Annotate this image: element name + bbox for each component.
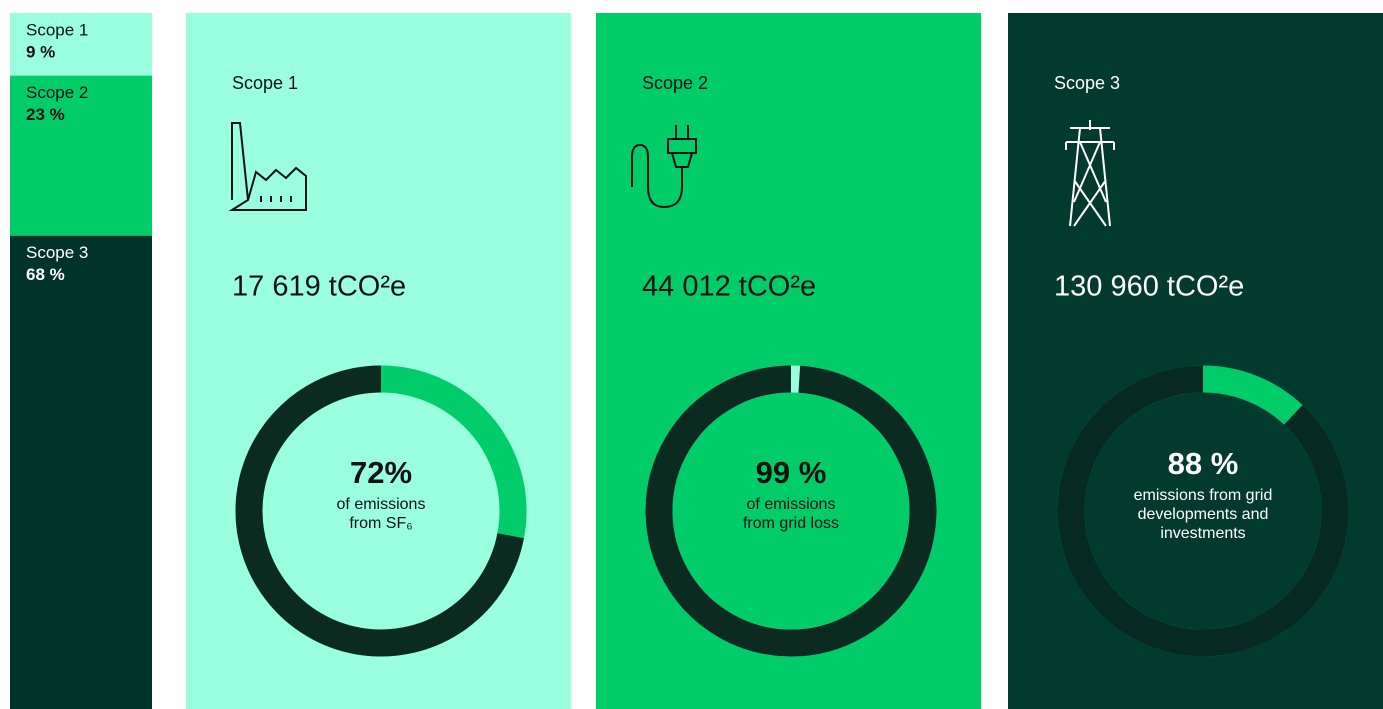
segment-value: 23 % [26,105,65,124]
donut-percent: 88 % [1168,446,1239,481]
card-background [186,13,571,709]
card-background [596,13,981,709]
donut-caption: investments [1160,525,1245,542]
donut-caption: from SF₆ [349,515,412,532]
donut-caption: of emissions [747,496,836,513]
card-title: Scope 3 [1054,73,1120,93]
card: Scope 2 44 012 tCO²e 99 % of emissions from … [596,13,981,709]
donut-caption: from grid loss [743,515,839,532]
card: Scope 3 130 960 tCO²e 88 % emissions from g… [1008,13,1383,709]
donut-caption: emissions from grid [1134,487,1273,504]
card-amount: 17 619 tCO²e [232,271,406,303]
donut-percent: 99 % [756,455,827,490]
card: Scope 1 17 619 tCO²e 72% of emissions from S… [186,13,571,709]
stack-segment [10,13,152,76]
donut-percent: 72% [350,455,412,490]
card-icon [1065,120,1115,227]
segment-label: Scope 3 [26,243,88,262]
donut-arc [235,365,524,657]
card-amount: 130 960 tCO²e [1054,271,1244,303]
card-background [1008,13,1383,709]
donut-caption: developments and [1138,506,1269,523]
donut-arc [1057,365,1349,657]
stack-segment [10,75,152,236]
donut-arc [645,365,937,657]
card-icon [631,125,697,209]
stack-segment [10,235,152,709]
segment-label: Scope 1 [26,20,88,39]
card-amount: 44 012 tCO²e [642,271,816,303]
card-title: Scope 1 [232,73,298,93]
segment-label: Scope 2 [26,83,88,102]
donut-caption: of emissions [337,496,426,513]
segment-value: 68 % [26,265,65,284]
card-icon [228,122,307,211]
segment-value: 9 % [26,42,55,61]
card-title: Scope 2 [642,73,708,93]
